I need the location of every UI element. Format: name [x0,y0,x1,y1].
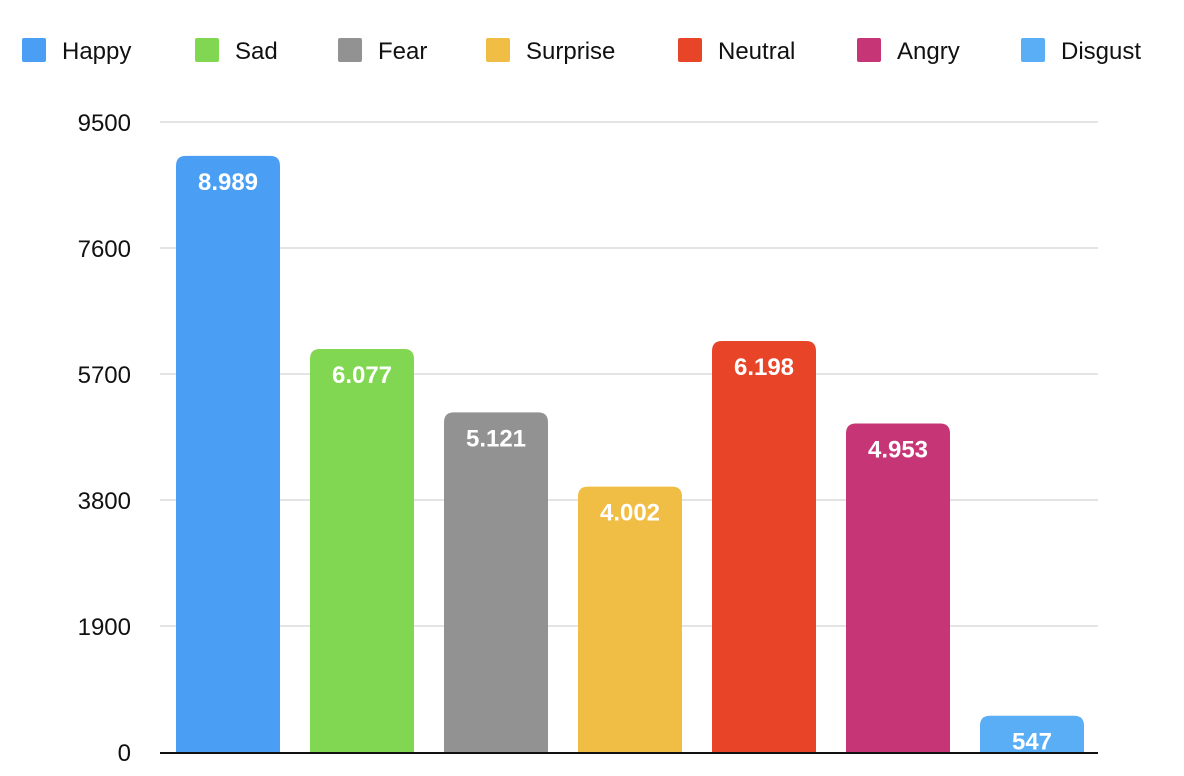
legend-swatch [338,38,362,62]
bar-surprise [578,486,682,752]
legend-label: Neutral [718,38,795,65]
y-tick-label: 1900 [78,614,131,641]
legend-label: Sad [235,38,278,65]
y-tick-label: 0 [118,740,131,767]
legend-item-sad: Sad [195,38,278,65]
legend-swatch [678,38,702,62]
bar-angry [846,423,950,752]
legend-swatch [857,38,881,62]
legend-item-surprise: Surprise [486,38,615,65]
legend-label: Surprise [526,38,615,65]
legend-label: Angry [897,38,960,65]
legend-item-happy: Happy [22,38,131,65]
data-labels: 8.989 6.077 5.121 4.002 6.198 4.953 547 [198,169,1052,756]
data-label-disgust: 547 [1012,729,1052,756]
y-tick-label: 7600 [78,236,131,263]
legend-item-disgust: Disgust [1021,38,1141,65]
data-label-fear: 5.121 [466,425,526,452]
data-label-angry: 4.953 [868,437,928,464]
legend-swatch [486,38,510,62]
legend-item-fear: Fear [338,38,427,65]
data-label-sad: 6.077 [332,362,392,389]
bar-neutral [712,340,816,752]
data-label-neutral: 6.198 [734,354,794,381]
legend-swatch [1021,38,1045,62]
legend-label: Happy [62,38,131,65]
legend: Happy Sad Fear Surprise Neutral Angry Disgust [22,38,1141,65]
y-tick-label: 3800 [78,488,131,515]
legend-swatch [195,38,219,62]
bar-sad [310,348,414,752]
legend-label: Disgust [1061,38,1141,65]
y-axis: 0 1900 3800 5700 7600 9500 [78,110,131,767]
legend-label: Fear [378,38,427,65]
y-tick-label: 5700 [78,362,131,389]
legend-item-angry: Angry [857,38,960,65]
bar-fear [444,412,548,752]
legend-item-neutral: Neutral [678,38,795,65]
data-label-surprise: 4.002 [600,500,660,527]
legend-swatch [22,38,46,62]
bar-happy [176,155,280,752]
y-tick-label: 9500 [78,110,131,137]
bar-disgust [980,715,1084,752]
data-label-happy: 8.989 [198,169,258,196]
bars [176,155,1084,752]
